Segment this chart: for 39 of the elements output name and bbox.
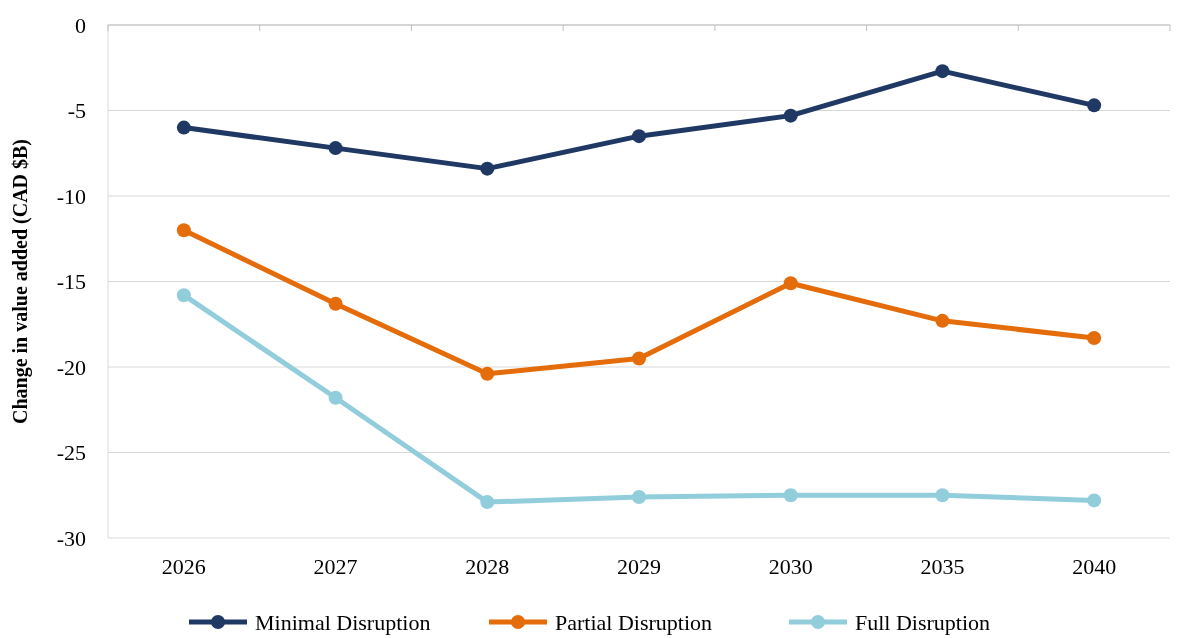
x-tick-label: 2040 (1072, 554, 1117, 579)
x-tick-label: 2027 (313, 554, 358, 579)
point (632, 129, 646, 144)
y-tick-label: -15 (56, 269, 86, 295)
point (176, 288, 191, 303)
point (328, 390, 343, 405)
point (783, 108, 798, 123)
y-tick-label: -5 (67, 98, 86, 124)
point (480, 366, 495, 381)
y-tick-label: -30 (56, 525, 86, 551)
point (632, 489, 646, 504)
point (1087, 330, 1102, 345)
x-tick-label: 2028 (465, 554, 510, 579)
point (632, 351, 646, 366)
point (176, 120, 191, 135)
point (176, 223, 191, 238)
y-tick-label: -10 (56, 183, 86, 209)
point (935, 488, 950, 503)
point (783, 488, 798, 503)
x-tick-label: 2035 (920, 554, 965, 579)
y-tick-label: 0 (75, 12, 86, 38)
x-tick-label: 2026 (161, 554, 206, 579)
point (480, 161, 495, 176)
point (1087, 493, 1102, 508)
x-tick-label: 2029 (617, 554, 661, 579)
point (935, 313, 950, 328)
y-tick-label: -25 (56, 440, 86, 466)
legend-label: Minimal Disruption (255, 609, 431, 635)
point (328, 296, 343, 311)
point (480, 495, 495, 510)
y-axis-title: Change in value added (CAD $B) (9, 138, 32, 425)
point (328, 141, 343, 156)
y-tick-label: -20 (56, 354, 86, 380)
legend-label: Full Disruption (855, 609, 991, 635)
point (935, 64, 950, 79)
x-tick-label: 2030 (768, 554, 813, 579)
point (783, 276, 798, 291)
point (1087, 98, 1102, 113)
legend-label: Partial Disruption (555, 609, 713, 635)
